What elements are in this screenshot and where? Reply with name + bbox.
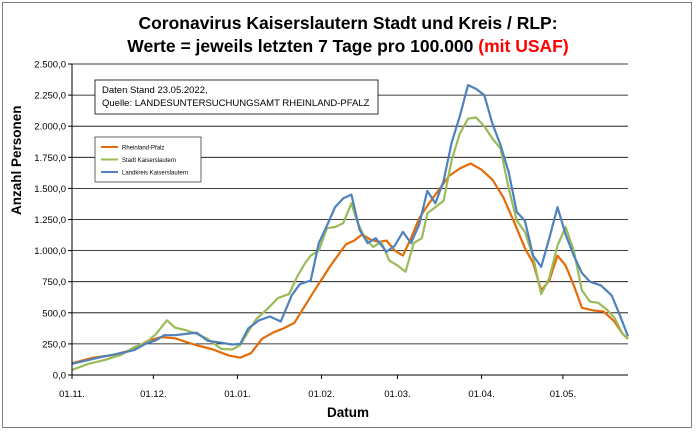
y-axis-ticks: 0,0 250,0 500,0 750,0 1.000,0 1.250,0 1.500,0 1… [34, 60, 72, 382]
y-tick-label: 1.250,0 [34, 215, 66, 226]
y-tick-label: 2.250,0 [34, 91, 66, 102]
y-tick-label: 250,0 [42, 339, 66, 350]
chart-title-line1: Coronavirus Kaiserslautern Stadt und Kre… [138, 13, 558, 33]
x-axis-label: Datum [326, 405, 369, 420]
y-tick-label: 2.000,0 [34, 122, 66, 133]
legend-label: Landkreis Kaiserslautern [122, 171, 188, 177]
series-line-rheinland-pfalz [71, 162, 629, 365]
y-tick-label: 2.500,0 [34, 60, 66, 71]
legend-box [94, 136, 202, 183]
x-tick-label: 01.01. [224, 389, 250, 400]
series-lines [71, 84, 630, 372]
y-tick-label: 1.750,0 [34, 153, 66, 164]
y-tick-label: 1.000,0 [34, 246, 66, 257]
annotation-source: Quelle: LANDESUNTERSUCHUNGSAMT RHEINLAND… [102, 98, 370, 109]
x-axis-ticks: 01.11. 01.12. 01.01. 01.02. 01.03. 01.04. 01.0… [59, 375, 576, 400]
y-axis-label: Anzahl Personen [9, 105, 24, 215]
annotation-box [94, 79, 379, 115]
annotation-date: Daten Stand 23.05.2022, [102, 85, 208, 96]
series-line-landkreis-kaiserslautern [71, 84, 630, 365]
y-tick-label: 750,0 [42, 277, 66, 288]
x-tick-label: 01.04. [468, 389, 494, 400]
x-tick-label: 01.05. [550, 389, 576, 400]
y-tick-label: 0,0 [53, 371, 66, 382]
y-tick-label: 1.500,0 [34, 184, 66, 195]
legend: Rheinland-Pfalz Stadt Kaiserslautern Landk… [94, 136, 202, 183]
x-tick-label: 01.11. [59, 389, 85, 400]
chart-title-main: Werte = jeweils letzten 7 Tage pro 100.0… [127, 36, 474, 56]
chart-title-highlight: (mit USAF) [478, 36, 569, 56]
chart-title-line2: Werte = jeweils letzten 7 Tage pro 100.0… [0, 35, 696, 57]
source-annotation: Daten Stand 23.05.2022, Quelle: LANDESUN… [94, 79, 379, 115]
x-tick-label: 01.02. [308, 389, 334, 400]
legend-label: Rheinland-Pfalz [122, 146, 164, 152]
y-tick-label: 500,0 [42, 308, 66, 319]
legend-label: Stadt Kaiserslautern [122, 158, 176, 164]
x-tick-label: 01.12. [140, 389, 166, 400]
x-tick-label: 01.03. [384, 389, 410, 400]
